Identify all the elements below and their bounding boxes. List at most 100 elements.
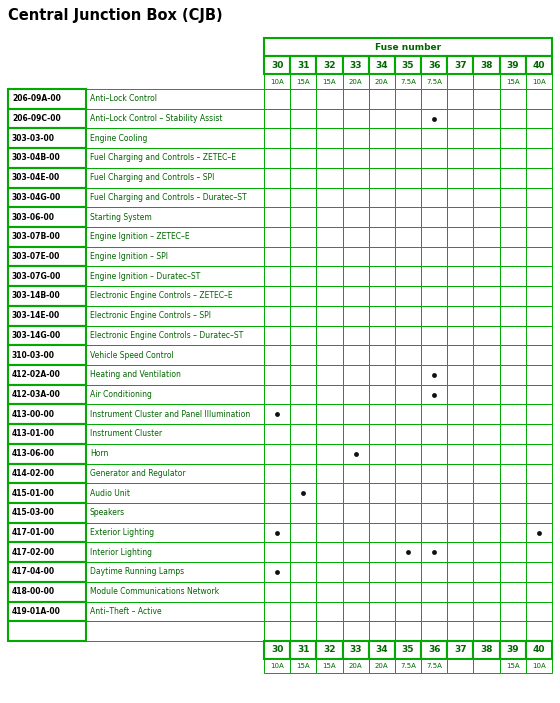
Bar [368, 56, 395, 74]
Bar [526, 404, 552, 424]
Bar [316, 89, 343, 109]
Text: 38: 38 [480, 645, 493, 654]
Bar [500, 266, 526, 286]
Bar [290, 641, 316, 659]
Bar [368, 148, 395, 168]
Text: 15A: 15A [323, 663, 336, 669]
Bar [447, 109, 473, 129]
Text: 40: 40 [533, 60, 545, 70]
Bar [343, 444, 368, 463]
Bar [500, 109, 526, 129]
Bar [368, 188, 395, 207]
Bar [447, 168, 473, 188]
Text: 15A: 15A [296, 79, 310, 84]
Text: 413-00-00: 413-00-00 [12, 410, 55, 419]
Bar [316, 325, 343, 345]
Text: Exterior Lighting: Exterior Lighting [90, 528, 154, 537]
Bar [86, 286, 264, 306]
Bar [473, 227, 500, 247]
Bar [395, 306, 421, 325]
Text: Engine Ignition – ZETEC–E: Engine Ignition – ZETEC–E [90, 233, 190, 241]
Bar [447, 641, 473, 659]
Text: Engine Cooling: Engine Cooling [90, 134, 147, 143]
Bar [447, 444, 473, 463]
Text: 303-07B-00: 303-07B-00 [12, 233, 61, 241]
Bar [368, 602, 395, 621]
Bar [447, 621, 473, 641]
Bar [368, 444, 395, 463]
Text: Instrument Cluster and Panel Illumination: Instrument Cluster and Panel Illuminatio… [90, 410, 250, 419]
Bar [395, 227, 421, 247]
Bar [500, 129, 526, 148]
Bar [447, 503, 473, 523]
Bar [447, 207, 473, 227]
Bar [421, 503, 447, 523]
Bar [500, 621, 526, 641]
Bar [473, 483, 500, 503]
Text: Interior Lighting: Interior Lighting [90, 548, 152, 557]
Bar [395, 523, 421, 543]
Text: 418-00-00: 418-00-00 [12, 587, 55, 596]
Text: Module Communications Network: Module Communications Network [90, 587, 219, 596]
Bar [86, 385, 264, 404]
Bar [447, 483, 473, 503]
Text: Electronic Engine Controls – ZETEC–E: Electronic Engine Controls – ZETEC–E [90, 292, 232, 300]
Bar [421, 188, 447, 207]
Bar [86, 463, 264, 483]
Bar [290, 148, 316, 168]
Bar [316, 207, 343, 227]
Bar [86, 247, 264, 266]
Bar [264, 89, 290, 109]
Text: Central Junction Box (CJB): Central Junction Box (CJB) [8, 8, 223, 23]
Bar [526, 503, 552, 523]
Bar [526, 463, 552, 483]
Bar [368, 129, 395, 148]
Bar [316, 266, 343, 286]
Bar [86, 424, 264, 444]
Bar [316, 582, 343, 602]
Bar [343, 188, 368, 207]
Bar [8, 207, 86, 227]
Bar [526, 306, 552, 325]
Bar [395, 325, 421, 345]
Text: 303-03-00: 303-03-00 [12, 134, 55, 143]
Bar [526, 89, 552, 109]
Bar [473, 523, 500, 543]
Bar [343, 543, 368, 562]
Bar [526, 188, 552, 207]
Bar [447, 306, 473, 325]
Bar [368, 659, 395, 673]
Bar [395, 503, 421, 523]
Bar [473, 148, 500, 168]
Bar [316, 602, 343, 621]
Bar [343, 463, 368, 483]
Text: 32: 32 [323, 60, 335, 70]
Bar [421, 404, 447, 424]
Bar [395, 74, 421, 89]
Bar [421, 168, 447, 188]
Bar [421, 483, 447, 503]
Bar [395, 641, 421, 659]
Bar [526, 148, 552, 168]
Bar [447, 227, 473, 247]
Text: Engine Ignition – SPI: Engine Ignition – SPI [90, 252, 168, 261]
Bar [8, 424, 86, 444]
Bar [500, 385, 526, 404]
Bar [421, 444, 447, 463]
Bar [290, 247, 316, 266]
Bar [290, 385, 316, 404]
Bar [264, 523, 290, 543]
Text: Instrument Cluster: Instrument Cluster [90, 430, 162, 439]
Bar [421, 659, 447, 673]
Text: Electronic Engine Controls – SPI: Electronic Engine Controls – SPI [90, 311, 211, 320]
Bar [290, 188, 316, 207]
Bar [264, 365, 290, 385]
Bar [473, 345, 500, 365]
Bar [290, 404, 316, 424]
Bar [343, 247, 368, 266]
Bar [8, 89, 86, 109]
Bar [395, 109, 421, 129]
Bar [447, 424, 473, 444]
Bar [473, 266, 500, 286]
Bar [500, 543, 526, 562]
